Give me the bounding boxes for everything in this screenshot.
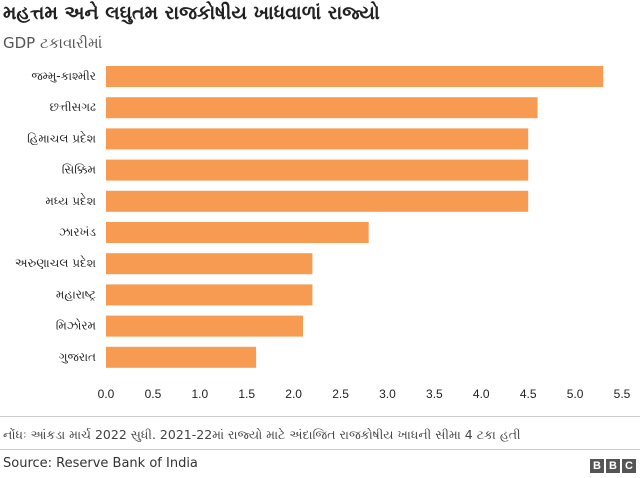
- x-tick-label: 0.5: [145, 387, 162, 400]
- x-tick-label: 0.0: [98, 387, 115, 400]
- category-label: મિઝોરમ: [56, 319, 96, 333]
- footer-divider-bottom: [0, 449, 640, 450]
- chart-subtitle: GDP ટકાવારીમાં: [3, 34, 103, 52]
- x-tick-label: 3.0: [379, 387, 396, 400]
- bar-chart: જમ્મુ-કાશ્મીર છત્તીસગઢ હિમાચલ પ્રદેશ સિક્કિ…: [15, 66, 631, 400]
- x-tick-label: 4.0: [473, 387, 490, 400]
- bar: [106, 66, 604, 87]
- bar: [106, 222, 369, 243]
- bar: [106, 97, 538, 119]
- category-label: મધ્ય પ્રદેશ: [45, 193, 96, 208]
- bar: [106, 253, 313, 275]
- bar: [106, 346, 257, 368]
- footnote: નોંધઃ આંકડા માર્ચ 2022 સુધી. 2021-22માં …: [3, 427, 521, 442]
- bar: [106, 284, 313, 306]
- x-tick-label: 4.5: [520, 387, 537, 400]
- x-tick-label: 2.0: [285, 387, 302, 400]
- category-label: ઝારખંડ: [59, 225, 96, 239]
- category-label: જમ્મુ-કાશ્મીર: [31, 69, 96, 83]
- category-label: અરુણાચલ પ્રદેશ: [15, 256, 96, 271]
- category-label: છત્તીસગઢ: [50, 100, 96, 114]
- category-label: મહારાષ્ટ્ર: [56, 287, 96, 301]
- bar: [106, 190, 529, 212]
- bar: [106, 159, 529, 181]
- x-tick-label: 3.5: [426, 387, 443, 400]
- bbc-logo-letter: B: [606, 459, 620, 473]
- x-tick-label: 5.5: [614, 387, 631, 400]
- x-tick-label: 1.5: [238, 387, 255, 400]
- x-tick-label: 1.0: [191, 387, 208, 400]
- bar: [106, 315, 304, 337]
- bar: [106, 128, 529, 150]
- source-text: Source: Reserve Bank of India: [3, 456, 198, 471]
- category-label: હિમાચલ પ્રદેશ: [27, 131, 96, 146]
- bbc-logo-letter: C: [622, 459, 636, 473]
- x-tick-label: 2.5: [332, 387, 349, 400]
- bbc-logo-letter: B: [590, 459, 604, 473]
- footer-divider-top: [0, 416, 640, 417]
- chart-title: મહત્તમ અને લઘુતમ રાજકોષીય ખાધવાળાં રાજ્ય…: [3, 2, 380, 24]
- category-label: સિક્કિમ: [62, 163, 96, 177]
- bbc-logo: B B C: [590, 459, 636, 473]
- category-label: ગુજરાત: [59, 350, 96, 364]
- x-tick-label: 5.0: [567, 387, 584, 400]
